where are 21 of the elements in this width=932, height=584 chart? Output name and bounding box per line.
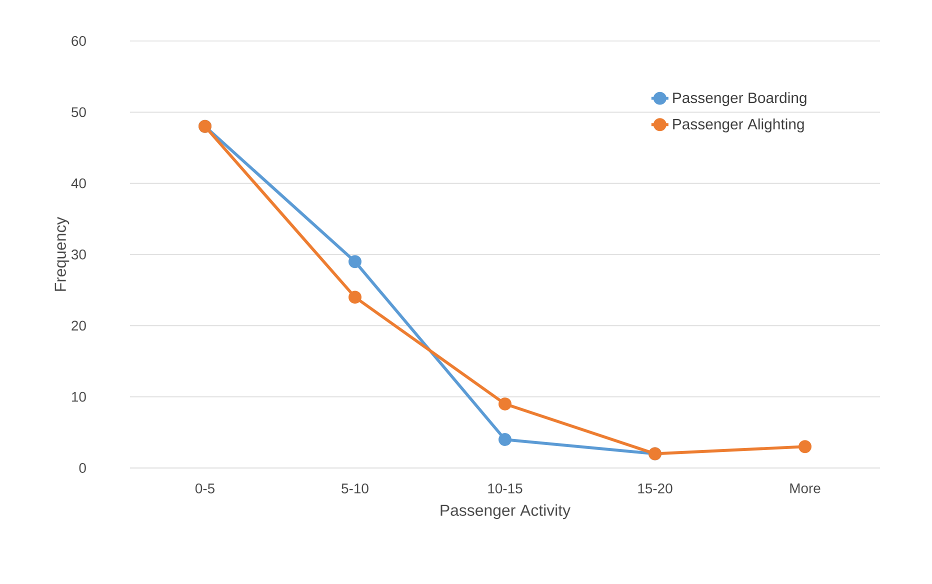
x-tick-label: 10-15 xyxy=(488,484,522,494)
y-tick-label: 60 xyxy=(72,36,86,46)
legend-label: Passenger Alighting xyxy=(673,118,804,132)
x-tick-label: 5-10 xyxy=(342,484,368,494)
y-tick-label: 30 xyxy=(71,250,86,260)
legend-label: Passenger Boarding xyxy=(673,92,806,106)
y-tick-label: 20 xyxy=(72,320,86,331)
y-tick-label: 50 xyxy=(72,107,86,118)
x-tick-label: 15-20 xyxy=(638,484,672,494)
point xyxy=(798,440,812,454)
x-tick-label: More xyxy=(790,484,820,494)
point xyxy=(498,433,512,446)
point xyxy=(498,397,512,410)
y-tick-label: 10 xyxy=(72,392,86,402)
x-tick-label: 0-5 xyxy=(195,484,214,494)
y-tick-label: 40 xyxy=(71,178,86,188)
point xyxy=(348,255,362,268)
y-tick-label: 0 xyxy=(79,463,86,473)
y-axis-title: Frequency xyxy=(54,216,70,291)
x-axis-title: Passenger Activity xyxy=(440,504,571,520)
point xyxy=(348,290,362,304)
